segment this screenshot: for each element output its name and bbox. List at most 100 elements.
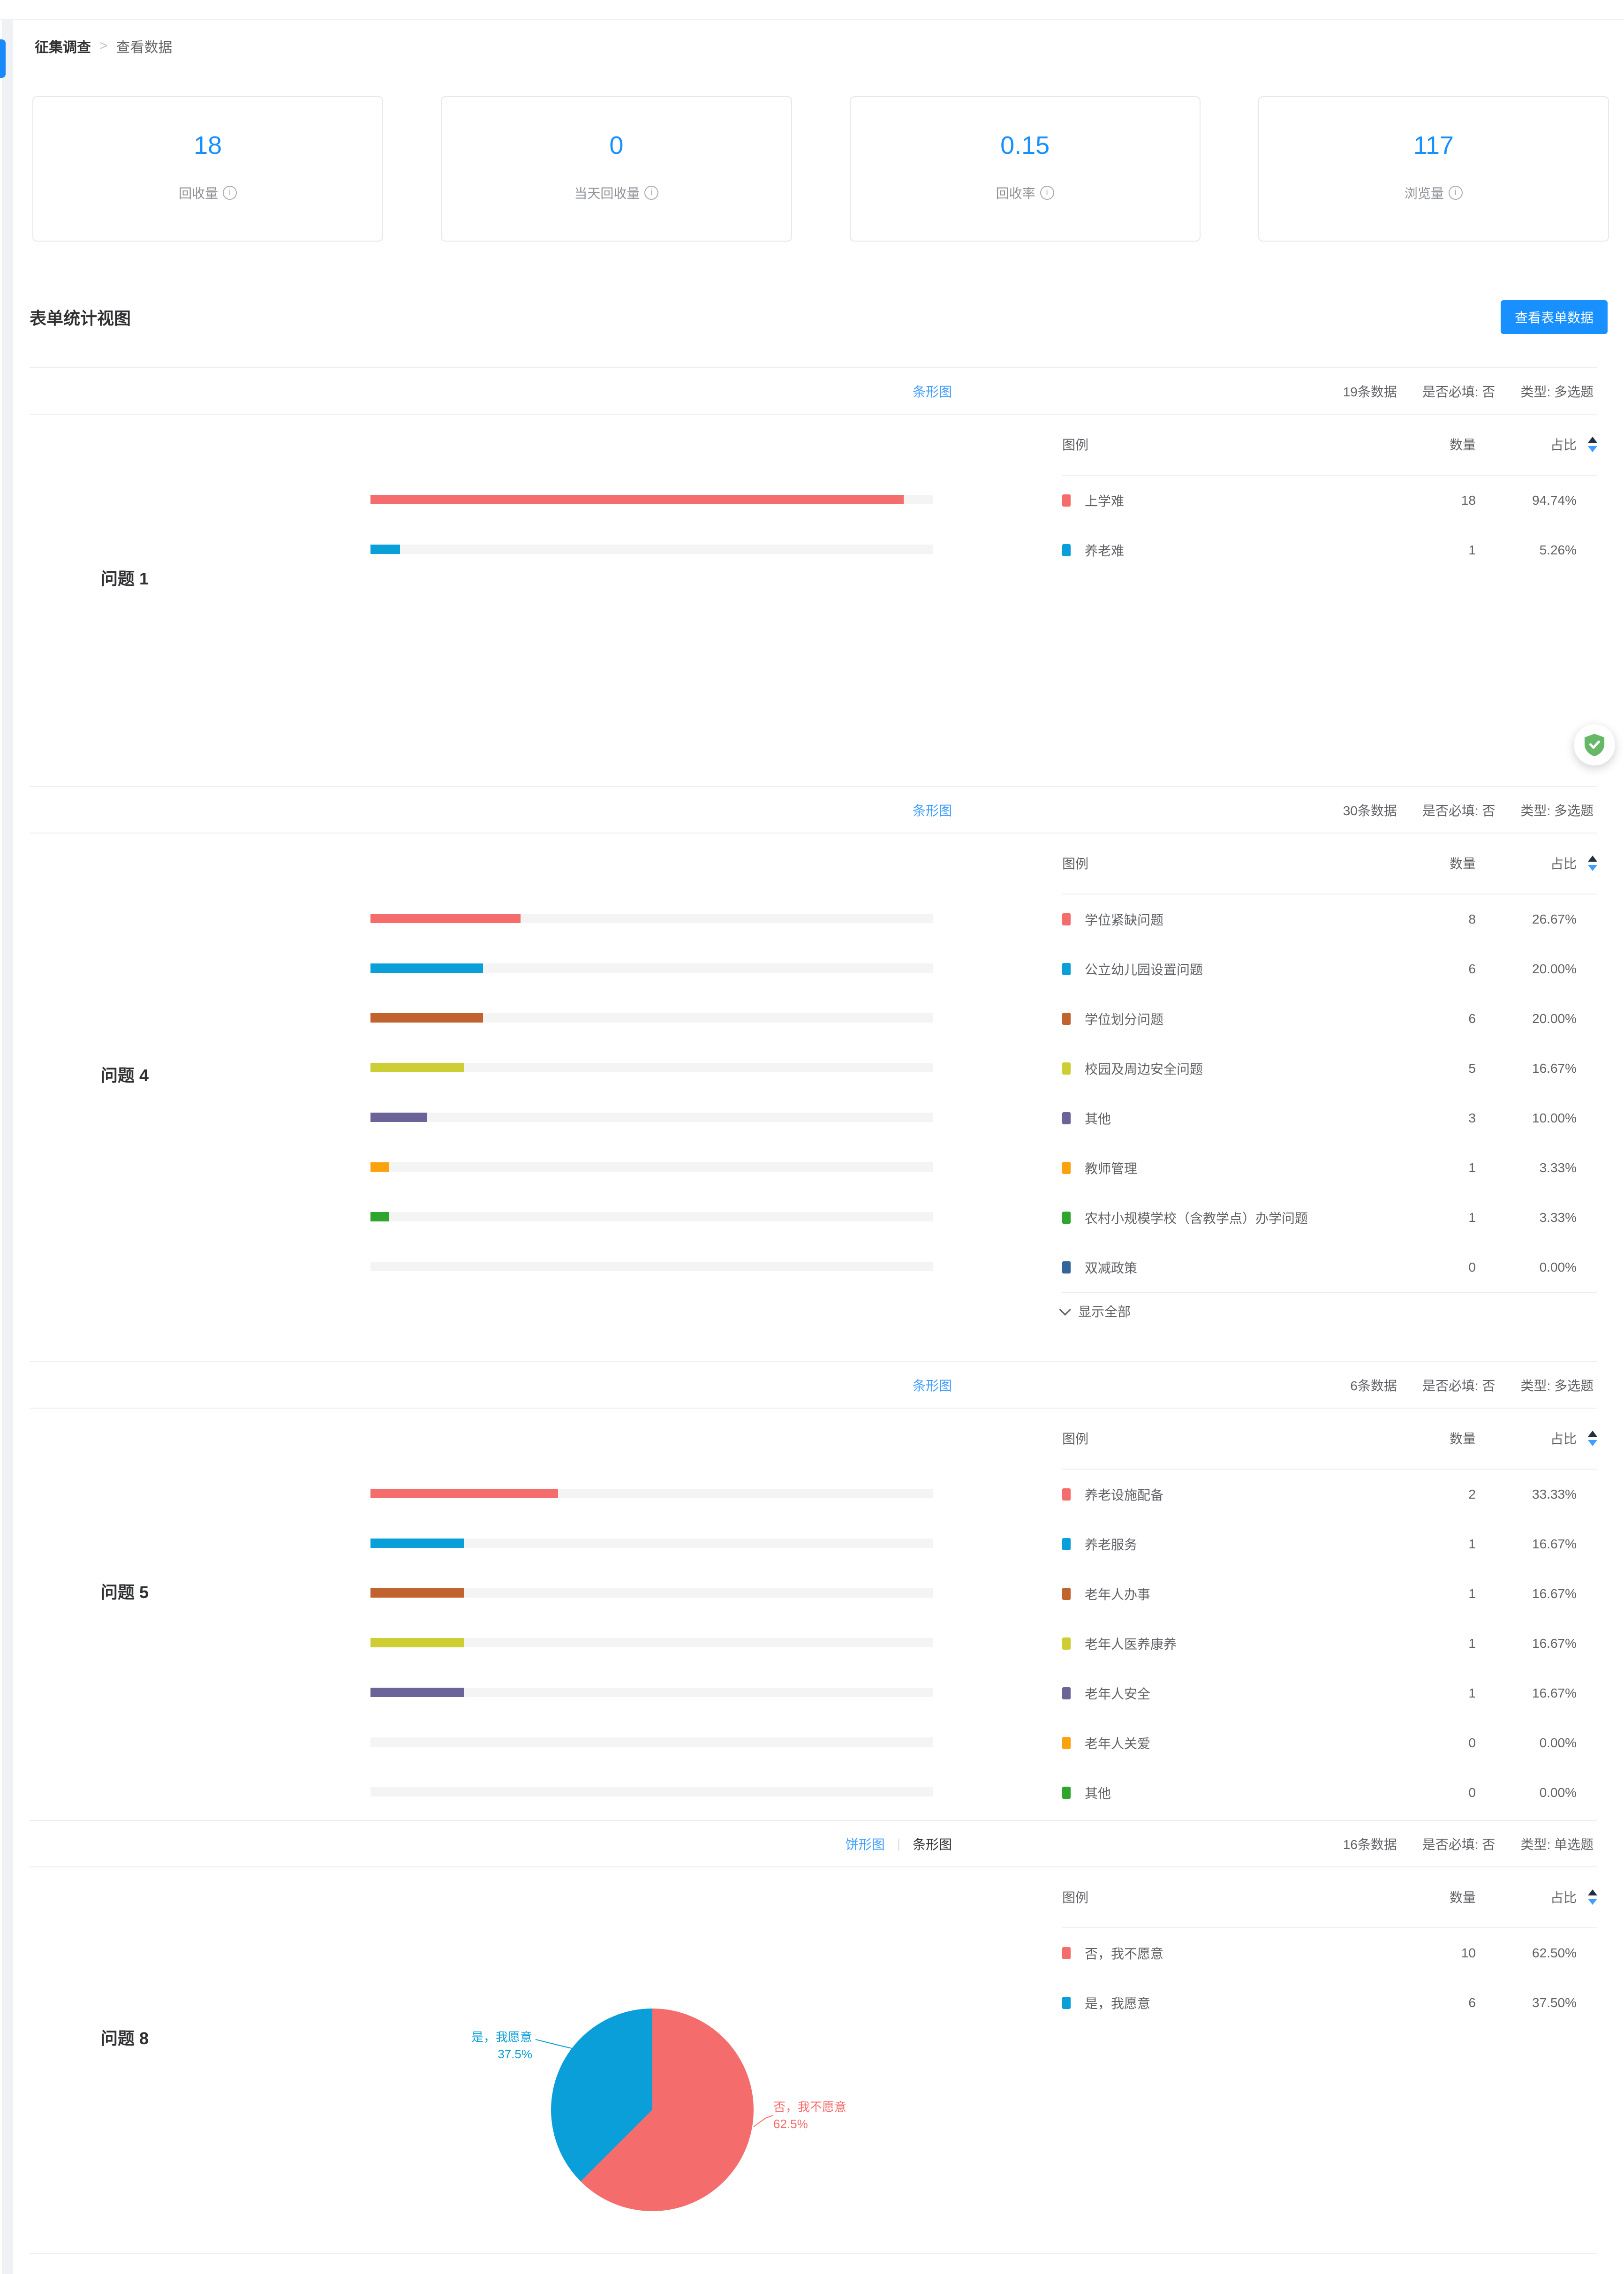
- legend-swatch: [1062, 1162, 1071, 1174]
- legend-table-header: 图例 数量 占比: [1062, 1866, 1597, 1928]
- row-pct: 62.50%: [1532, 1946, 1577, 1960]
- meta-required: 是否必填: 否: [1422, 1378, 1496, 1393]
- bar-track: [370, 914, 933, 923]
- legend-table-header: 图例 数量 占比: [1062, 833, 1597, 894]
- meta-type: 类型: 多选题: [1520, 384, 1594, 399]
- sort-caret[interactable]: [1588, 855, 1597, 871]
- info-icon[interactable]: [644, 186, 659, 200]
- row-label: 老年人办事: [1085, 1587, 1151, 1602]
- breadcrumb-root[interactable]: 征集调查: [35, 40, 91, 55]
- row-label: 公立幼儿园设置问题: [1085, 963, 1203, 977]
- row-label: 老年人医养康养: [1085, 1637, 1177, 1652]
- sort-caret[interactable]: [1588, 1889, 1597, 1905]
- legend-swatch: [1062, 494, 1071, 507]
- row-pct: 16.67%: [1532, 1537, 1577, 1551]
- row-pct: 16.67%: [1532, 1061, 1577, 1076]
- row-pct: 94.74%: [1532, 493, 1577, 508]
- table-row: 其他 0 0.00%: [1062, 1768, 1597, 1818]
- table-row: 否，我不愿意 10 62.50%: [1062, 1928, 1597, 1978]
- meta-type: 类型: 多选题: [1520, 1378, 1594, 1393]
- table-row: 学位划分问题 6 20.00%: [1062, 994, 1597, 1044]
- chart-type-link-bar[interactable]: 条形图: [912, 1837, 952, 1852]
- table-row: 养老设施配备 2 33.33%: [1062, 1470, 1597, 1519]
- stat-value: 0.15: [1000, 131, 1050, 159]
- legend-swatch: [1062, 1737, 1071, 1749]
- row-count: 1: [1468, 1686, 1476, 1700]
- table-row: 养老服务 1 16.67%: [1062, 1519, 1597, 1569]
- breadcrumb-separator: >: [99, 38, 108, 53]
- legend-table-header: 图例 数量 占比: [1062, 1408, 1597, 1470]
- row-label: 教师管理: [1085, 1161, 1138, 1176]
- row-count: 0: [1468, 1260, 1476, 1274]
- col-header-legend: 图例: [1062, 1890, 1089, 1905]
- row-pct: 20.00%: [1532, 1011, 1577, 1026]
- legend-swatch: [1062, 1112, 1071, 1124]
- chart-type-link-bar[interactable]: 条形图: [912, 803, 952, 818]
- meta-required: 是否必填: 否: [1422, 1837, 1496, 1852]
- view-form-data-button[interactable]: 查看表单数据: [1500, 300, 1608, 334]
- bar-fill: [370, 1638, 465, 1647]
- row-pct: 20.00%: [1532, 962, 1577, 976]
- bar-track: [370, 1737, 933, 1747]
- show-all-toggle[interactable]: 显示全部: [1059, 1292, 1597, 1329]
- row-count: 1: [1468, 1636, 1476, 1651]
- stat-value: 18: [194, 131, 222, 159]
- bar-track: [370, 1539, 933, 1548]
- legend-swatch: [1062, 544, 1071, 556]
- security-badge-button[interactable]: [1574, 724, 1615, 766]
- question-block-4: 问题 4 条形图 30条数据 是否必填: 否 类型: 多选题: [30, 786, 1597, 1361]
- table-row: 农村小规模学校（含教学点）办学问题 1 3.33%: [1062, 1193, 1597, 1243]
- bar-fill: [370, 1539, 465, 1548]
- row-label: 否，我不愿意: [1085, 1947, 1164, 1961]
- col-header-count: 数量: [1449, 438, 1476, 452]
- chart-type-link-pie[interactable]: 饼形图: [845, 1837, 885, 1852]
- table-row: 双减政策 0 0.00%: [1062, 1243, 1597, 1292]
- row-label: 学位划分问题: [1085, 1012, 1164, 1027]
- bar-track: [370, 1113, 933, 1122]
- row-count: 5: [1468, 1061, 1476, 1076]
- question-title: 问题 8: [101, 2028, 149, 2048]
- stat-card-today: 0 当天回收量: [441, 96, 792, 242]
- col-header-legend: 图例: [1062, 1432, 1089, 1446]
- divider: [30, 1866, 1597, 1867]
- row-count: 1: [1468, 543, 1476, 557]
- meta-type: 类型: 多选题: [1520, 803, 1594, 818]
- bar-fill: [370, 1688, 465, 1697]
- row-pct: 33.33%: [1532, 1487, 1577, 1501]
- table-row: 是，我愿意 6 37.50%: [1062, 1978, 1597, 2028]
- chart-type-link-bar[interactable]: 条形图: [912, 384, 952, 399]
- bar-track: [370, 1489, 933, 1498]
- row-label: 养老服务: [1085, 1538, 1138, 1552]
- breadcrumb-current: 查看数据: [116, 40, 173, 55]
- row-count: 3: [1468, 1111, 1476, 1125]
- row-count: 18: [1461, 493, 1476, 508]
- col-header-legend: 图例: [1062, 857, 1089, 871]
- sidebar-handle[interactable]: [0, 39, 6, 78]
- divider: [0, 19, 1624, 20]
- table-row: 老年人医养康养 1 16.67%: [1062, 1619, 1597, 1668]
- sort-caret[interactable]: [1588, 436, 1597, 452]
- info-icon[interactable]: [223, 186, 237, 200]
- row-pct: 16.67%: [1532, 1586, 1577, 1601]
- link-separator: |: [897, 1836, 900, 1851]
- table-row: 老年人安全 1 16.67%: [1062, 1668, 1597, 1718]
- row-count: 1: [1468, 1210, 1476, 1225]
- info-icon[interactable]: [1040, 186, 1054, 200]
- info-icon[interactable]: [1448, 186, 1463, 200]
- row-label: 是，我愿意: [1085, 1996, 1151, 2011]
- row-pct: 0.00%: [1539, 1736, 1577, 1750]
- shield-check-icon: [1584, 734, 1605, 757]
- question-block-1: 问题 1 条形图 19条数据 是否必填: 否 类型: 多选题 图例 数量: [30, 367, 1597, 786]
- bar-fill: [370, 1212, 389, 1221]
- row-pct: 16.67%: [1532, 1686, 1577, 1700]
- chart-type-link-bar[interactable]: 条形图: [912, 1378, 952, 1393]
- stat-label: 当天回收量: [574, 186, 640, 201]
- row-label: 老年人安全: [1085, 1687, 1151, 1701]
- row-count: 1: [1468, 1160, 1476, 1175]
- legend-swatch: [1062, 1212, 1071, 1224]
- sort-caret[interactable]: [1588, 1430, 1597, 1446]
- legend-swatch: [1062, 1588, 1071, 1600]
- table-row: 养老难 1 5.26%: [1062, 525, 1597, 575]
- legend-swatch: [1062, 1538, 1071, 1550]
